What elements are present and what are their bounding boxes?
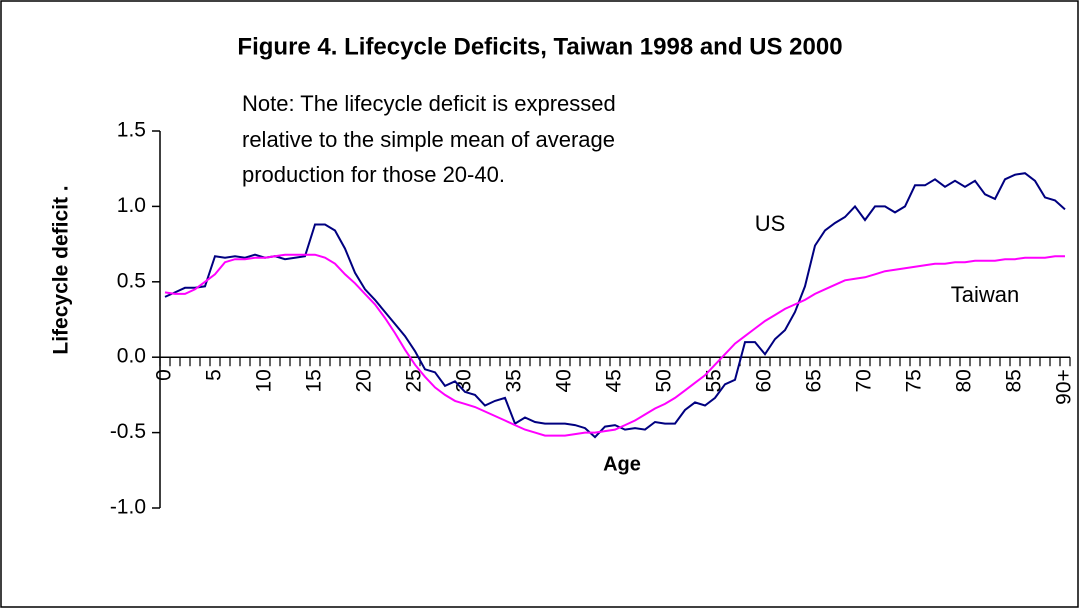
x-tick-label: 80: [953, 369, 976, 392]
x-tick-label: 20: [353, 369, 376, 392]
x-tick-label: 25: [403, 369, 426, 392]
x-tick-label: 30: [453, 369, 476, 392]
y-axis-title: Lifecycle deficit .: [50, 185, 73, 354]
x-tick-label: 55: [703, 369, 726, 392]
series-line: [164, 253, 1065, 437]
y-tick-label: 0.0: [117, 345, 146, 368]
x-tick-label: 60: [753, 369, 776, 392]
chart-title: Figure 4. Lifecycle Deficits, Taiwan 199…: [237, 33, 842, 60]
x-tick-label: 40: [553, 369, 576, 392]
x-tick-label: 85: [1003, 369, 1026, 392]
note-line: relative to the simple mean of average: [242, 127, 615, 152]
x-tick-label: 15: [303, 369, 326, 392]
x-tick-label: 70: [853, 369, 876, 392]
x-tick-label: 5: [203, 369, 226, 381]
y-tick-label: -0.5: [110, 420, 146, 443]
series-label: US: [755, 211, 786, 236]
series-label: Taiwan: [951, 282, 1019, 307]
y-tick-label: 1.5: [117, 119, 146, 142]
x-axis-title: Age: [603, 453, 641, 475]
x-tick-label: 90+: [1053, 369, 1076, 405]
x-tick-label: 0: [153, 369, 176, 381]
series-line: [164, 172, 1066, 439]
y-tick-label: 1.0: [117, 194, 146, 217]
x-tick-label: 50: [653, 369, 676, 392]
y-tick-label: -1.0: [110, 496, 146, 519]
x-tick-label: 75: [903, 369, 926, 392]
x-tick-label: 10: [253, 369, 276, 392]
x-tick-label: 65: [803, 369, 826, 392]
x-tick-label: 45: [603, 369, 626, 392]
note-line: production for those 20-40.: [242, 162, 505, 187]
x-tick-label: 35: [503, 369, 526, 392]
y-tick-label: 0.5: [117, 269, 146, 292]
note-line: Note: The lifecycle deficit is expressed: [242, 91, 616, 116]
